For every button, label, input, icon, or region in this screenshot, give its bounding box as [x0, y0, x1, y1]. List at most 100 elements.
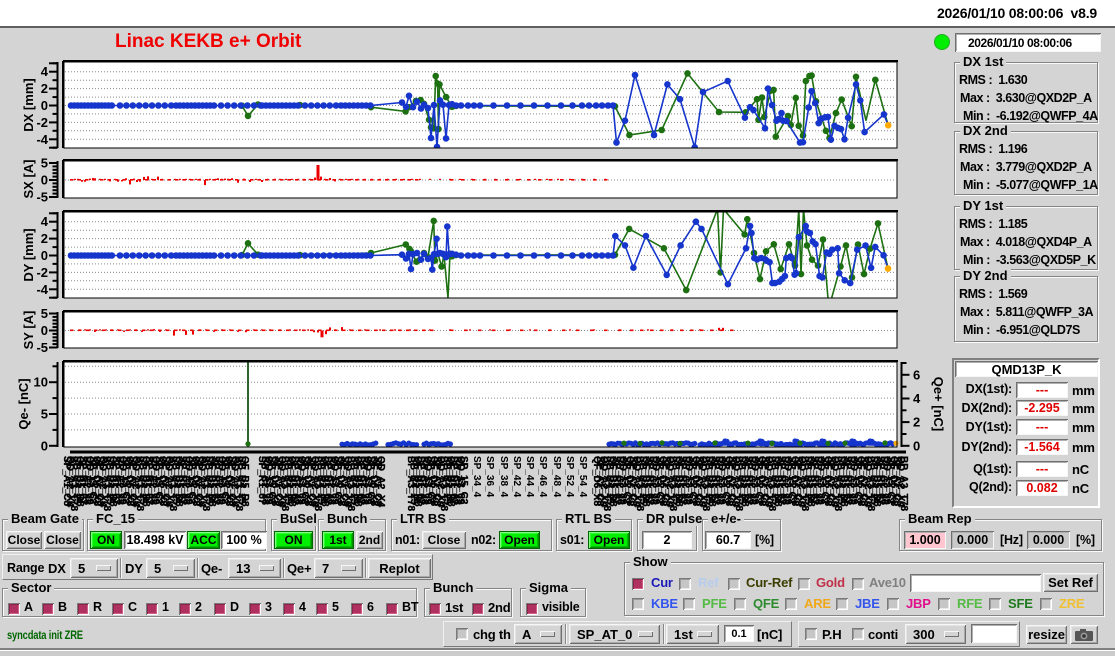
svg-text:QD_12_89: QD_12_89	[848, 456, 859, 505]
svg-text:QF_D6_X8: QF_D6_X8	[190, 456, 201, 506]
svg-text:QF_D6_X8: QF_D6_X8	[723, 456, 734, 506]
svg-text:0: 0	[913, 438, 920, 453]
svg-text:BP_C2_48: BP_C2_48	[845, 456, 856, 505]
svg-text:QF_B5_R8: QF_B5_R8	[239, 456, 250, 507]
svg-text:SP_A1_C8: SP_A1_C8	[627, 456, 638, 506]
svg-text:4: 4	[913, 391, 921, 406]
svg-text:SP_B4_25: SP_B4_25	[802, 456, 813, 505]
svg-text:SP_15_C2: SP_15_C2	[885, 456, 896, 505]
svg-text:2: 2	[41, 231, 48, 246]
svg-text:BP_A3_T78: BP_A3_T78	[167, 456, 178, 511]
svg-text:BP_C2_48: BP_C2_48	[180, 456, 191, 505]
svg-text:QF_B5_R8: QF_B5_R8	[805, 456, 816, 507]
svg-text:BP_C2_48: BP_C2_48	[213, 456, 224, 505]
svg-text:SP_R1_67: SP_R1_67	[110, 456, 121, 505]
svg-text:-2: -2	[36, 265, 48, 280]
svg-text:BP_C2_48: BP_C2_48	[647, 456, 658, 505]
svg-text:QD_A2_X4: QD_A2_X4	[796, 456, 807, 508]
svg-text:BP_A3_T78: BP_A3_T78	[832, 456, 843, 511]
svg-text:0: 0	[41, 248, 48, 263]
svg-text:QD_A2_X4: QD_A2_X4	[276, 456, 287, 508]
svg-text:BP_A3_T78: BP_A3_T78	[279, 456, 290, 511]
svg-text:QF_D6_X8: QF_D6_X8	[789, 456, 800, 506]
svg-text:QD_A2_X4: QD_A2_X4	[598, 456, 609, 508]
svg-text:SP_A1_C8: SP_A1_C8	[759, 456, 770, 506]
svg-text:SP_R1_67: SP_R1_67	[710, 456, 721, 505]
svg-text:QD_12_89: QD_12_89	[84, 456, 95, 505]
svg-text:SP_A1_C8: SP_A1_C8	[61, 456, 72, 506]
svg-text:BP_A3_T78: BP_A3_T78	[634, 456, 645, 511]
svg-text:QD_A2_X4: QD_A2_X4	[196, 456, 207, 508]
svg-text:SP_R1_67: SP_R1_67	[322, 456, 333, 505]
svg-text:QF_D6_X8: QF_D6_X8	[302, 456, 313, 506]
svg-text:BP_C2_48: BP_C2_48	[614, 456, 625, 505]
svg-text:SP_B4_25: SP_B4_25	[670, 456, 681, 505]
svg-text:QF_B5_R8: QF_B5_R8	[140, 456, 151, 507]
svg-text:SP_44_4: SP_44_4	[524, 456, 535, 498]
svg-text:QD_12_89: QD_12_89	[683, 456, 694, 505]
svg-text:BP_C2_48: BP_C2_48	[292, 456, 303, 505]
svg-text:BP_A3_T78: BP_A3_T78	[601, 456, 612, 511]
svg-text:QD_A2_X4: QD_A2_X4	[375, 456, 386, 508]
svg-text:SP_A1_C8: SP_A1_C8	[372, 456, 383, 506]
svg-text:QF_B5_R8: QF_B5_R8	[352, 456, 363, 507]
svg-text:BP_A3_T78: BP_A3_T78	[312, 456, 323, 511]
svg-text:SP_R1_67: SP_R1_67	[289, 456, 300, 505]
svg-text:QD_A2_X4: QD_A2_X4	[631, 456, 642, 508]
svg-text:Qe- [nC]: Qe- [nC]	[16, 378, 31, 429]
svg-text:QF_D6_X8: QF_D6_X8	[822, 456, 833, 506]
svg-text:SP_A1_C8: SP_A1_C8	[193, 456, 204, 506]
svg-text:QF_D6_X8: QF_D6_X8	[657, 456, 668, 506]
svg-text:BP_C2_48: BP_C2_48	[358, 456, 369, 505]
svg-text:SP_A1_C8: SP_A1_C8	[825, 456, 836, 506]
svg-text:QF_B5_R8: QF_B5_R8	[673, 456, 684, 507]
svg-text:SP_R1_67: SP_R1_67	[809, 456, 820, 505]
svg-text:SP_15_C2: SP_15_C2	[720, 456, 731, 505]
svg-text:SP_R1_67: SP_R1_67	[448, 456, 459, 505]
svg-text:QD_12_89: QD_12_89	[150, 456, 161, 505]
svg-text:QD_A2_X4: QD_A2_X4	[862, 456, 873, 508]
svg-text:SP_R1_67: SP_R1_67	[842, 456, 853, 505]
svg-text:SP_R1_67: SP_R1_67	[177, 456, 188, 505]
svg-text:-5: -5	[36, 340, 48, 355]
svg-text:QF_D6_X8: QF_D6_X8	[157, 456, 168, 506]
svg-text:SP_A1_C8: SP_A1_C8	[792, 456, 803, 506]
svg-text:SP_A1_C8: SP_A1_C8	[858, 456, 869, 506]
svg-text:SP_R1_67: SP_R1_67	[776, 456, 787, 505]
svg-text:QD_12_89: QD_12_89	[716, 456, 727, 505]
svg-text:SP_15_C2: SP_15_C2	[299, 456, 310, 505]
svg-text:SP_B4_25: SP_B4_25	[604, 456, 615, 505]
svg-text:SP_15_C2: SP_15_C2	[621, 456, 632, 505]
svg-text:BP_A3_T78: BP_A3_T78	[700, 456, 711, 511]
svg-text:BP_A3_T78: BP_A3_T78	[405, 456, 416, 511]
svg-text:10: 10	[34, 375, 48, 390]
svg-text:QD_A2_X4: QD_A2_X4	[697, 456, 708, 508]
svg-text:QD_A2_X4: QD_A2_X4	[64, 456, 75, 508]
svg-text:SP_B4_25: SP_B4_25	[441, 456, 452, 505]
svg-text:BP_A3_T78: BP_A3_T78	[667, 456, 678, 511]
svg-text:SP_R1_67: SP_R1_67	[743, 456, 754, 505]
svg-text:SP_A1_C8: SP_A1_C8	[660, 456, 671, 506]
svg-text:4: 4	[41, 64, 49, 79]
svg-text:BP_C2_48: BP_C2_48	[114, 456, 125, 505]
svg-text:BP_A3_T78: BP_A3_T78	[345, 456, 356, 511]
svg-text:QD_A2_X4: QD_A2_X4	[163, 456, 174, 508]
svg-text:SP_15_C2: SP_15_C2	[153, 456, 164, 505]
svg-text:SP_48_4: SP_48_4	[551, 456, 562, 498]
svg-text:SP_34_4: SP_34_4	[471, 456, 482, 498]
svg-text:0: 0	[41, 323, 48, 338]
svg-text:BP_A3_T78: BP_A3_T78	[233, 456, 244, 511]
svg-text:SP_A1_C8: SP_A1_C8	[127, 456, 138, 506]
svg-text:SP_15_C2: SP_15_C2	[219, 456, 230, 505]
svg-text:QF_B5_R8: QF_B5_R8	[706, 456, 717, 507]
svg-text:5: 5	[41, 306, 48, 321]
svg-text:QD_12_89: QD_12_89	[362, 456, 373, 505]
svg-text:BP_C2_48: BP_C2_48	[418, 456, 429, 505]
svg-text:SP_B4_25: SP_B4_25	[170, 456, 181, 505]
svg-text:QD_12_89: QD_12_89	[117, 456, 128, 505]
svg-text:QF_B5_R8: QF_B5_R8	[206, 456, 217, 507]
svg-text:BP_C2_48: BP_C2_48	[746, 456, 757, 505]
svg-text:QF_D6_X8: QF_D6_X8	[223, 456, 234, 506]
svg-text:SP_A1_C8: SP_A1_C8	[594, 456, 605, 506]
svg-text:-5: -5	[36, 190, 48, 205]
